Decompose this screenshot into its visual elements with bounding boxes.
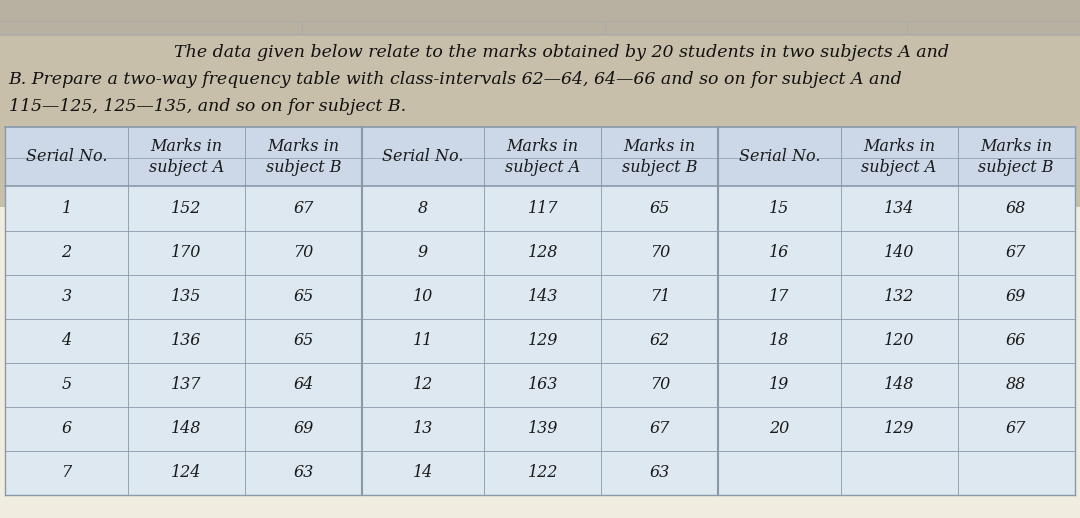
Text: 7: 7 [62,464,71,481]
Text: 14: 14 [413,464,433,481]
Text: Marks in
subject B: Marks in subject B [266,138,341,176]
Text: 152: 152 [171,200,202,217]
Text: B. Prepare a two-way frequency table with class-intervals 62—64, 64—66 and so on: B. Prepare a two-way frequency table wit… [9,71,903,89]
Text: 63: 63 [293,464,313,481]
Text: 67: 67 [1005,244,1026,261]
Text: 170: 170 [171,244,202,261]
Text: 9: 9 [418,244,428,261]
Text: 122: 122 [527,464,558,481]
Text: 67: 67 [293,200,313,217]
Text: 163: 163 [527,376,558,393]
Text: 137: 137 [171,376,202,393]
Text: Serial No.: Serial No. [382,148,463,165]
Text: Marks in
subject B: Marks in subject B [978,138,1054,176]
Text: 69: 69 [1005,288,1026,305]
Text: 6: 6 [62,420,71,437]
Text: 132: 132 [883,288,915,305]
Text: Marks in
subject A: Marks in subject A [862,138,936,176]
Text: 65: 65 [649,200,670,217]
Text: 115—125, 125—135, and so on for subject B.: 115—125, 125—135, and so on for subject … [9,98,406,116]
Bar [5,127,1075,495]
Text: 18: 18 [769,332,789,349]
Bar [0,0,1080,36]
Bar [0,36,1080,207]
Text: 12: 12 [413,376,433,393]
Text: Marks in
subject B: Marks in subject B [622,138,698,176]
Text: Serial No.: Serial No. [739,148,820,165]
Text: 70: 70 [293,244,313,261]
Text: 117: 117 [527,200,558,217]
Text: 70: 70 [649,244,670,261]
Text: 129: 129 [527,332,558,349]
Text: 13: 13 [413,420,433,437]
Text: 139: 139 [527,420,558,437]
Text: 2: 2 [62,244,71,261]
Text: 136: 136 [171,332,202,349]
Text: 8: 8 [418,200,428,217]
Bar [5,127,1075,186]
Text: 4: 4 [62,332,71,349]
Text: The data given below relate to the marks obtained by 20 students in two subjects: The data given below relate to the marks… [174,44,949,61]
Text: 68: 68 [1005,200,1026,217]
Text: 20: 20 [769,420,789,437]
Text: 128: 128 [527,244,558,261]
Text: 17: 17 [769,288,789,305]
Text: 71: 71 [649,288,670,305]
Text: 129: 129 [883,420,915,437]
Text: 69: 69 [293,420,313,437]
Text: 65: 65 [293,332,313,349]
Text: 134: 134 [883,200,915,217]
Text: 67: 67 [649,420,670,437]
Text: 140: 140 [883,244,915,261]
Text: 88: 88 [1005,376,1026,393]
Text: 10: 10 [413,288,433,305]
Text: 124: 124 [171,464,202,481]
Text: 66: 66 [1005,332,1026,349]
Text: 1: 1 [62,200,71,217]
Text: 62: 62 [649,332,670,349]
Text: Marks in
subject A: Marks in subject A [505,138,580,176]
Text: 63: 63 [649,464,670,481]
Text: 148: 148 [883,376,915,393]
Text: 120: 120 [883,332,915,349]
Text: 5: 5 [62,376,71,393]
Text: 70: 70 [649,376,670,393]
Text: 11: 11 [413,332,433,349]
Text: 64: 64 [293,376,313,393]
Text: 15: 15 [769,200,789,217]
Text: 135: 135 [171,288,202,305]
Text: 65: 65 [293,288,313,305]
Text: 3: 3 [62,288,71,305]
Text: 143: 143 [527,288,558,305]
Text: Serial No.: Serial No. [26,148,107,165]
Text: 16: 16 [769,244,789,261]
Text: 67: 67 [1005,420,1026,437]
Text: 19: 19 [769,376,789,393]
Text: 148: 148 [171,420,202,437]
Bar [0,207,1080,518]
Text: Marks in
subject A: Marks in subject A [149,138,224,176]
